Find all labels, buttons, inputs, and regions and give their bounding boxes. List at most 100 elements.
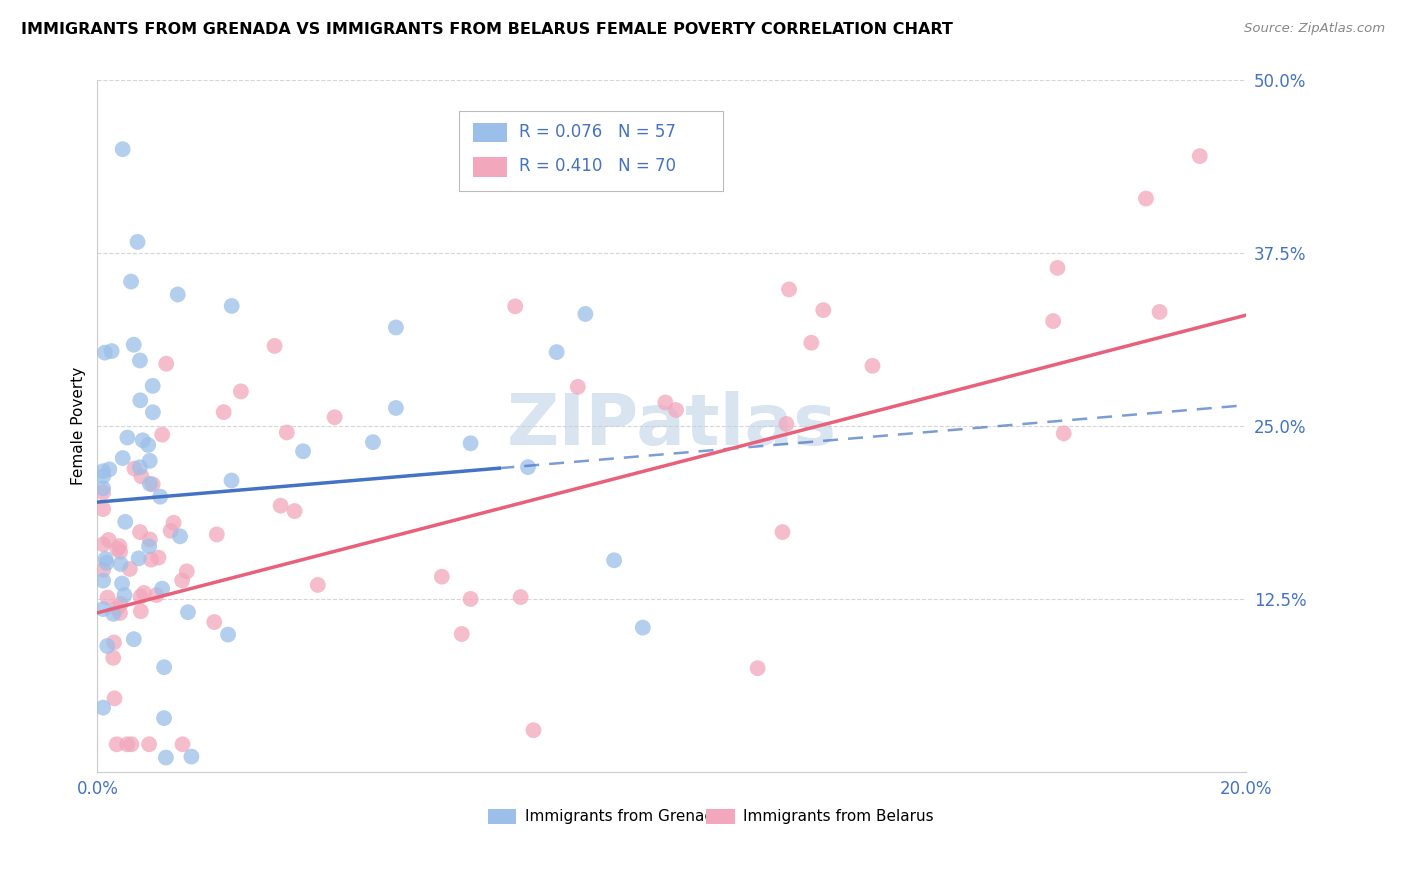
Point bbox=[800, 335, 823, 350]
Point bbox=[124, 461, 146, 475]
Point bbox=[778, 282, 800, 296]
Point bbox=[138, 454, 160, 468]
Point bbox=[603, 553, 626, 567]
Point bbox=[145, 588, 167, 602]
Point bbox=[138, 539, 160, 553]
Point bbox=[101, 607, 124, 621]
Y-axis label: Female Poverty: Female Poverty bbox=[72, 367, 86, 485]
Point bbox=[103, 691, 125, 706]
Point bbox=[202, 615, 225, 629]
Point bbox=[91, 481, 114, 495]
Point bbox=[292, 444, 315, 458]
Point bbox=[122, 632, 145, 647]
Text: Source: ZipAtlas.com: Source: ZipAtlas.com bbox=[1244, 22, 1385, 36]
Point bbox=[91, 602, 114, 616]
Point bbox=[129, 525, 152, 540]
Point bbox=[176, 565, 198, 579]
Point bbox=[862, 359, 884, 373]
Point bbox=[813, 303, 835, 318]
Point bbox=[159, 524, 181, 538]
Point bbox=[103, 650, 125, 665]
Point bbox=[138, 737, 160, 751]
Point bbox=[1188, 149, 1211, 163]
Point bbox=[665, 403, 688, 417]
Point bbox=[129, 590, 152, 604]
Point bbox=[120, 275, 142, 289]
Point bbox=[94, 345, 117, 359]
Point bbox=[148, 550, 170, 565]
Point bbox=[212, 405, 235, 419]
Point bbox=[460, 591, 482, 606]
Point bbox=[105, 541, 128, 556]
Point bbox=[96, 639, 118, 653]
Point bbox=[103, 635, 125, 649]
Point bbox=[276, 425, 298, 440]
Point bbox=[96, 556, 118, 570]
Point bbox=[122, 337, 145, 351]
Point bbox=[229, 384, 252, 399]
Point bbox=[307, 578, 329, 592]
Point bbox=[108, 539, 131, 553]
Point bbox=[150, 582, 173, 596]
Text: Immigrants from Grenada: Immigrants from Grenada bbox=[524, 809, 723, 823]
Point bbox=[747, 661, 769, 675]
Point bbox=[150, 427, 173, 442]
Point bbox=[385, 320, 408, 334]
Point bbox=[460, 436, 482, 450]
Point bbox=[221, 474, 243, 488]
Point bbox=[97, 533, 120, 547]
Point bbox=[91, 563, 114, 577]
Point bbox=[139, 533, 162, 547]
Point bbox=[180, 749, 202, 764]
Point bbox=[1053, 426, 1076, 441]
Point bbox=[263, 339, 285, 353]
Point bbox=[111, 576, 134, 591]
Point bbox=[132, 586, 155, 600]
Point bbox=[567, 380, 589, 394]
Text: Immigrants from Belarus: Immigrants from Belarus bbox=[742, 809, 934, 823]
Text: R = 0.076   N = 57: R = 0.076 N = 57 bbox=[519, 123, 676, 141]
Point bbox=[775, 417, 797, 431]
Point bbox=[142, 379, 165, 393]
Point bbox=[132, 434, 155, 448]
Point bbox=[128, 551, 150, 566]
Point bbox=[361, 435, 384, 450]
Point bbox=[503, 299, 526, 313]
Point bbox=[108, 606, 131, 620]
Point bbox=[1046, 260, 1069, 275]
Point bbox=[172, 737, 194, 751]
Point bbox=[270, 499, 292, 513]
Point bbox=[522, 723, 544, 738]
Point bbox=[105, 601, 128, 615]
Point bbox=[149, 490, 172, 504]
Point bbox=[108, 544, 131, 558]
Point bbox=[155, 357, 177, 371]
Point bbox=[91, 464, 114, 478]
Point bbox=[284, 504, 307, 518]
Point bbox=[509, 590, 531, 604]
Point bbox=[169, 529, 191, 543]
Point bbox=[517, 460, 540, 475]
Point bbox=[118, 562, 141, 576]
Point bbox=[110, 557, 132, 571]
Point bbox=[110, 597, 132, 611]
Point bbox=[91, 574, 114, 588]
Point bbox=[162, 516, 184, 530]
Point bbox=[221, 299, 243, 313]
Point bbox=[129, 393, 152, 408]
Point bbox=[105, 737, 128, 751]
Point bbox=[129, 460, 152, 475]
Point bbox=[323, 410, 346, 425]
FancyBboxPatch shape bbox=[472, 158, 508, 177]
Point bbox=[654, 395, 676, 409]
Point bbox=[1149, 305, 1171, 319]
Point bbox=[91, 502, 114, 516]
FancyBboxPatch shape bbox=[472, 123, 508, 142]
Point bbox=[91, 537, 114, 551]
Point bbox=[1135, 192, 1157, 206]
Point bbox=[139, 477, 162, 491]
Point bbox=[430, 570, 453, 584]
Text: ZIPatlas: ZIPatlas bbox=[506, 392, 837, 460]
Point bbox=[142, 405, 165, 419]
Point bbox=[142, 477, 165, 491]
